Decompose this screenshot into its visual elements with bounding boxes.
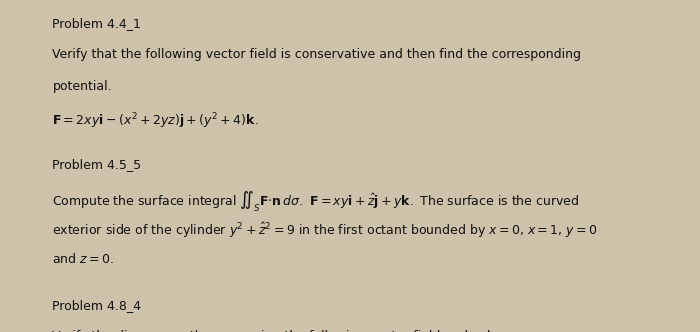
Text: Problem 4.5_5: Problem 4.5_5 [52, 158, 141, 171]
Text: Verify the divergence theorem using the following vector field and volume.: Verify the divergence theorem using the … [52, 330, 523, 332]
Text: Compute the surface integral $\iint_S \mathbf{F}{\cdot}\mathbf{n}\,d\sigma.$ $\m: Compute the surface integral $\iint_S \m… [52, 189, 580, 214]
Text: exterior side of the cylinder $y^2 + \hat{z}^2 = 9$ in the first octant bounded : exterior side of the cylinder $y^2 + \ha… [52, 221, 598, 240]
Text: Verify that the following vector field is conservative and then find the corresp: Verify that the following vector field i… [52, 48, 582, 61]
Text: Problem 4.4_1: Problem 4.4_1 [52, 17, 141, 30]
Text: Problem 4.8_4: Problem 4.8_4 [52, 299, 141, 312]
Text: potential.: potential. [52, 80, 112, 93]
Text: $\mathbf{F} = 2xy\mathbf{i} - (x^2 + 2yz)\mathbf{j} + (y^2 + 4)\mathbf{k}.$: $\mathbf{F} = 2xy\mathbf{i} - (x^2 + 2yz… [52, 111, 259, 131]
Text: and $z = 0$.: and $z = 0$. [52, 252, 115, 266]
